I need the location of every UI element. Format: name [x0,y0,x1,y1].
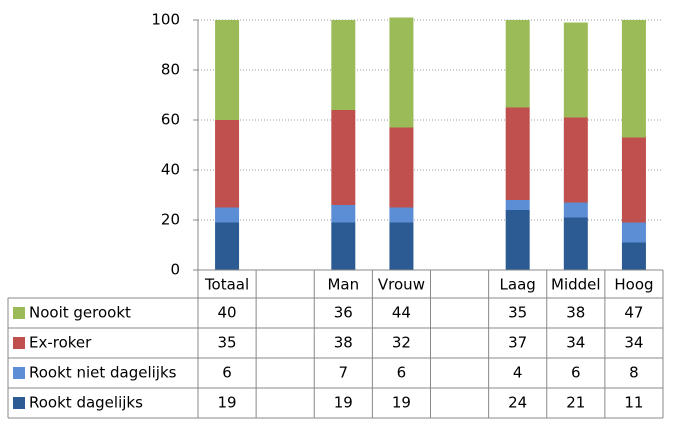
bar-segment [215,20,240,120]
legend-swatch [13,367,25,379]
table-value: 6 [397,364,407,382]
bar-segment [621,222,646,243]
table-value: 34 [624,334,643,352]
bar-segment [563,217,588,270]
legend-label: Rookt niet dagelijks [29,364,177,382]
table-value: 37 [508,334,527,352]
table-value: 21 [566,394,585,412]
bar-segment [215,222,240,270]
table-value: 6 [222,364,232,382]
table-value: 19 [334,394,353,412]
bar-segment [331,222,356,270]
bar-segment [389,222,414,270]
bar-segment [505,107,530,200]
bar-segment [389,127,414,208]
y-tick-label: 0 [170,261,180,279]
bar-segment [505,200,530,210]
table-value: 32 [392,334,411,352]
table-value: 35 [218,334,237,352]
x-tick-label: Hoog [614,276,653,294]
bar-segment [563,117,588,203]
table-value: 38 [334,334,353,352]
bar-segment [215,120,240,208]
bar-segment [389,17,414,128]
y-tick-label: 40 [161,161,180,179]
bar-segment [389,207,414,223]
table-value: 47 [624,304,643,322]
legend-swatch [13,307,25,319]
table-value: 19 [392,394,411,412]
x-tick-label: Man [327,276,359,294]
table-value: 24 [508,394,527,412]
x-tick-label: Vrouw [378,276,425,294]
legend-label: Nooit gerookt [29,304,131,322]
bar-segment [215,207,240,223]
bar-segment [563,22,588,118]
legend-swatch [13,337,25,349]
x-tick-label: Totaal [204,276,249,294]
table-value: 8 [629,364,639,382]
y-tick-label: 100 [151,11,180,29]
bar-segment [331,20,356,110]
table-value: 38 [566,304,585,322]
table-value: 4 [513,364,523,382]
bar-segment [621,242,646,270]
y-tick-label: 80 [161,61,180,79]
table-value: 7 [339,364,349,382]
y-tick-label: 20 [161,211,180,229]
table-value: 11 [624,394,643,412]
table-value: 40 [218,304,237,322]
table-value: 19 [218,394,237,412]
legend-label: Ex-roker [29,334,92,352]
y-tick-label: 60 [161,111,180,129]
table-value: 6 [571,364,581,382]
bar-segment [621,20,646,138]
bar-segment [505,210,530,270]
legend-swatch [13,397,25,409]
table-value: 34 [566,334,585,352]
x-tick-label: Laag [500,276,536,294]
x-tick-label: Middel [551,276,601,294]
table-value: 35 [508,304,527,322]
bar-segment [331,110,356,205]
bar-segment [331,205,356,223]
table-value: 44 [392,304,411,322]
bar-segment [563,202,588,218]
bar-segment [505,20,530,108]
bar-segment [621,137,646,223]
legend-label: Rookt dagelijks [29,394,143,412]
table-value: 36 [334,304,353,322]
